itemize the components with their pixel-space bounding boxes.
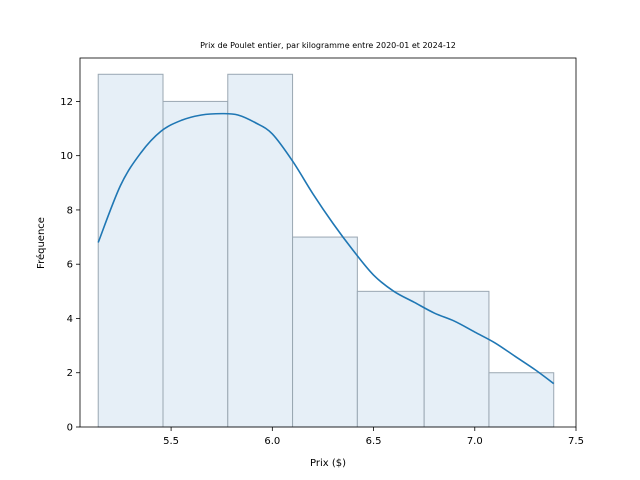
histogram-bar-3: [292, 236, 358, 428]
bars-layer: [97, 73, 555, 428]
histogram-bar-1: [162, 100, 229, 428]
y-tick-label-5: 10: [60, 151, 73, 162]
x-axis-ticks: 5.5 6.0 6.5 7.0 7.5: [163, 427, 584, 447]
x-axis-label: Prix ($): [310, 458, 346, 469]
chart-title: Prix de Poulet entier, par kilogramme en…: [200, 41, 456, 50]
y-tick-label-1: 2: [67, 368, 73, 379]
x-tick-label-3: 7.0: [467, 436, 483, 447]
y-axis-ticks: 0 2 4 6 8 10 12: [60, 97, 80, 434]
histogram-bar-0: [97, 73, 164, 428]
plot-frame: [79, 57, 577, 428]
y-tick-label-2: 4: [67, 314, 73, 325]
kde-line: [97, 112, 555, 385]
x-tick-label-1: 6.0: [264, 436, 280, 447]
y-tick-label-3: 6: [67, 260, 73, 271]
kde-layer: [97, 112, 555, 385]
y-axis-label: Fréquence: [35, 217, 47, 269]
y-tick-label-6: 12: [60, 97, 73, 108]
x-tick-label-0: 5.5: [163, 436, 179, 447]
histogram-bar-2: [227, 73, 294, 428]
histogram-bar-6: [488, 372, 555, 428]
histogram-bar-4: [356, 290, 425, 428]
histogram-bar-5: [423, 290, 490, 428]
x-tick-label-2: 6.5: [366, 436, 382, 447]
x-tick-label-4: 7.5: [568, 436, 584, 447]
y-tick-label-0: 0: [67, 423, 73, 434]
y-tick-label-4: 8: [67, 205, 73, 216]
